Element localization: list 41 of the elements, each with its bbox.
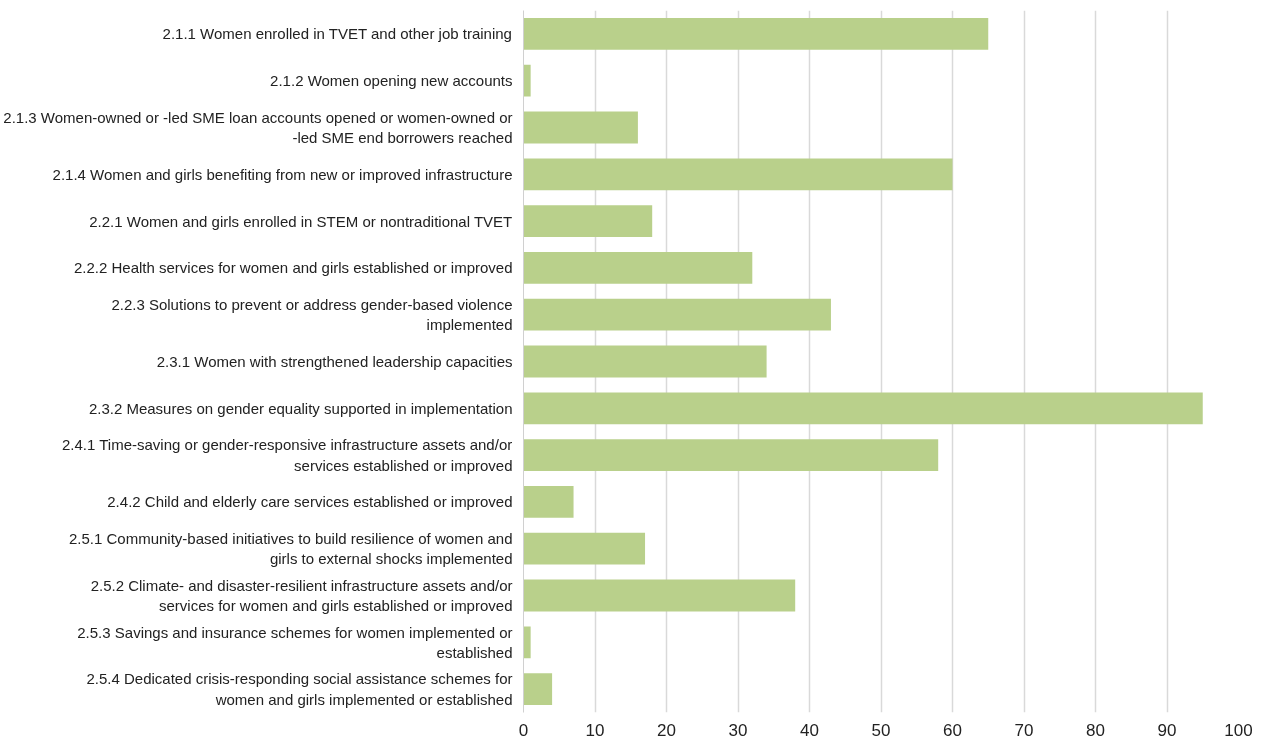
bar [523, 673, 553, 706]
y-tick-label: 2.2.1 Women and girls enrolled in STEM or nontraditional TVET [89, 212, 513, 230]
bar [523, 205, 653, 238]
y-tick-label: 2.1.3 Women-owned or -led SME loan accounts opened or women-owned or -led SME end borrowers reached [3, 108, 513, 147]
y-tick-label: 2.3.2 Measures on gender equality supported in implementation [88, 399, 513, 417]
x-tick-label: 100 [1224, 720, 1253, 738]
y-tick-label: 2.2.2 Health services for women and girls established or improved [73, 259, 513, 277]
x-tick-label: 90 [1157, 720, 1177, 738]
bar [523, 392, 1203, 425]
x-tick-label: 0 [518, 720, 529, 738]
x-tick-label: 60 [943, 720, 962, 738]
y-tick-label: 2.1.2 Women opening new accounts [270, 72, 513, 90]
y-tick-label: 2.1.4 Women and girls benefiting from new or improved infrastructure [52, 165, 513, 183]
x-tick-label: 50 [871, 720, 891, 738]
bar [523, 626, 531, 659]
bar [523, 439, 939, 472]
bar [523, 17, 989, 50]
bar [523, 485, 574, 518]
x-tick-label: 70 [1014, 720, 1034, 738]
y-tick-label: 2.2.3 Solutions to prevent or address gender-based violence implemented [111, 296, 513, 334]
bar [523, 532, 646, 565]
x-tick-label: 10 [585, 720, 605, 738]
x-tick-label: 80 [1086, 720, 1105, 738]
x-tick-label: 30 [728, 720, 748, 738]
y-tick-label: 2.5.3 Savings and insurance schemes for women implemented or established [77, 623, 513, 661]
bar [523, 579, 796, 612]
bar [523, 251, 753, 284]
bar [523, 64, 531, 97]
y-tick-label: 2.5.2 Climate- and disaster-resilient infrastructure assets and/or services for women and girls established or improved [90, 576, 513, 615]
y-tick-label: 2.1.1 Women enrolled in TVET and other job training [162, 25, 512, 43]
bar [523, 298, 831, 331]
x-tick-label: 40 [800, 720, 819, 738]
y-tick-label: 2.4.2 Child and elderly care services established or improved [107, 493, 513, 511]
x-tick-label: 20 [657, 720, 676, 738]
y-tick-label: 2.5.4 Dedicated crisis-responding social assistance schemes for women and girls implemented or established [86, 670, 513, 708]
y-tick-label: 2.5.1 Community-based initiatives to build resilience of women and girls to external shocks implemented [68, 530, 513, 568]
y-tick-label: 2.4.1 Time-saving or gender-responsive infrastructure assets and/or services established or improved [62, 436, 513, 474]
bar [523, 158, 953, 191]
bar [523, 111, 638, 144]
bar [523, 345, 767, 378]
y-tick-label: 2.3.1 Women with strengthened leadership capacities [156, 353, 513, 370]
